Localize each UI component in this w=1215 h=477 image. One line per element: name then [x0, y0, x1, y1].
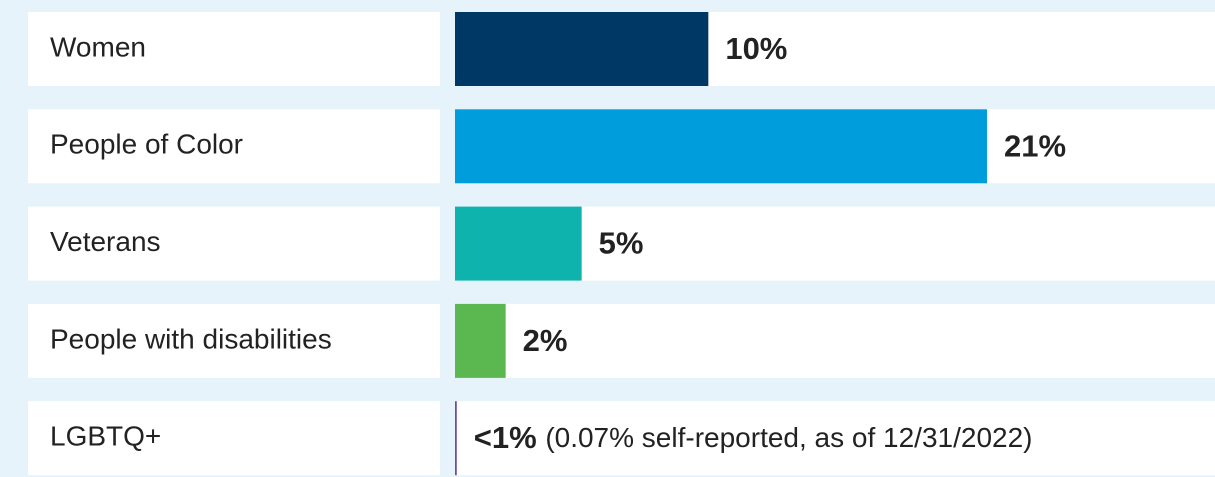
value-label: 21% [1004, 128, 1066, 163]
bar-cell [455, 401, 1215, 476]
label-cell [28, 401, 440, 476]
label-cell [28, 303, 440, 378]
category-label: Veterans [50, 226, 161, 257]
category-label: People with disabilities [50, 323, 332, 354]
value-label: 5% [599, 226, 644, 261]
label-cell [28, 12, 440, 86]
category-label: LGBTQ+ [50, 421, 161, 452]
value-label: <1% (0.07% self-reported, as of 12/31/20… [474, 420, 1033, 455]
bar [455, 12, 709, 86]
label-cell [28, 206, 440, 281]
annotation: (0.07% self-reported, as of 12/31/2022) [545, 423, 1032, 454]
bar [455, 303, 506, 378]
category-label: Women [50, 31, 146, 62]
value-text: 10% [725, 31, 787, 66]
value-text: 21% [1004, 128, 1066, 163]
value-label: 10% [725, 31, 787, 66]
bar [455, 206, 582, 281]
bar [455, 401, 457, 476]
label-cell [28, 109, 440, 184]
bar-cell [455, 303, 1215, 378]
value-text: <1% [474, 420, 537, 455]
category-label: People of Color [50, 129, 243, 160]
value-label: 2% [523, 323, 568, 358]
value-text: 2% [523, 323, 568, 358]
bar [455, 109, 987, 184]
value-text: 5% [599, 226, 644, 261]
